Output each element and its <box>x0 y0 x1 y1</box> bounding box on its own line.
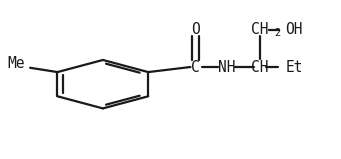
Text: Me: Me <box>8 56 25 71</box>
Text: NH: NH <box>218 59 235 75</box>
Text: CH: CH <box>251 22 269 37</box>
Text: C: C <box>192 59 200 75</box>
Text: O: O <box>192 22 200 37</box>
Text: CH: CH <box>251 59 269 75</box>
Text: OH: OH <box>285 22 303 37</box>
Text: 2: 2 <box>275 28 281 38</box>
Text: Et: Et <box>285 59 303 75</box>
